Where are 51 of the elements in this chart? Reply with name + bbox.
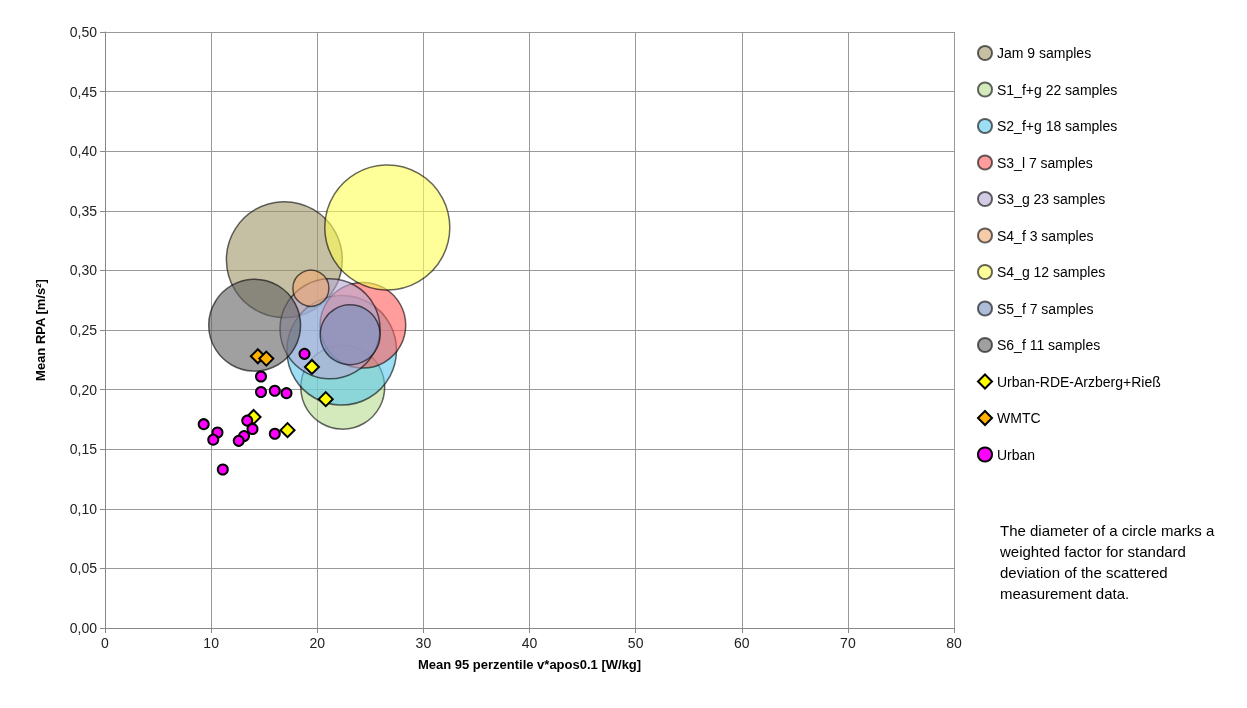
point [241, 414, 254, 427]
x-tick-label: 30 [415, 635, 432, 651]
y-tick-label: 0,35 [69, 202, 98, 219]
x-tick-label: 80 [946, 635, 962, 651]
x-tick-label: 60 [733, 635, 750, 651]
point [255, 370, 267, 383]
point [207, 433, 220, 446]
point [246, 422, 259, 435]
legend-label: S3_g 23 samples [997, 191, 1106, 207]
point [279, 422, 296, 439]
legend-label: S5_f 7 samples [997, 300, 1094, 317]
x-tick-label: 70 [840, 635, 856, 651]
point [255, 385, 267, 398]
point [280, 387, 293, 400]
x-tick-label: 20 [309, 635, 326, 651]
y-axis-title: Mean RPA [m/s²] [33, 279, 48, 381]
x-tick-label: 10 [203, 635, 220, 651]
point [298, 347, 311, 360]
x-tick-label: 50 [627, 635, 644, 651]
y-tick-label: 0,20 [69, 381, 98, 398]
y-tick-label: 0,45 [69, 83, 98, 100]
text: The diameter of a circle marks a weighted factor for standard deviation of the scattered measurement data. [999, 522, 1219, 602]
x-axis-title: Mean 95 perzentile v*apos0.1 [W/kg] [417, 657, 642, 672]
legend-label: Urban-RDE-Arzberg+Rieß [997, 373, 1161, 390]
y-tick-label: 0,30 [69, 262, 98, 279]
y-tick-label: 0,10 [69, 500, 98, 517]
point [258, 350, 275, 367]
point [268, 384, 281, 397]
legend-label: S1_f+g 22 samples [997, 81, 1118, 98]
point [268, 427, 281, 440]
y-tick-label: 0,40 [69, 143, 98, 160]
legend-label: S6_f 11 samples [997, 337, 1101, 353]
point [216, 463, 229, 476]
legend-label: S3_l 7 samples [997, 154, 1093, 171]
y-tick-label: 0,15 [69, 441, 98, 458]
x-tick-label: 40 [521, 635, 538, 651]
legend-label: S2_f+g 18 samples [997, 118, 1118, 134]
point [197, 418, 210, 431]
legend-label: S4_g 12 samples [997, 264, 1106, 280]
point [232, 434, 245, 447]
x-tick-label: 0 [101, 635, 110, 651]
y-tick-label: 0,25 [69, 322, 98, 338]
point [303, 358, 320, 375]
point [317, 391, 334, 408]
legend-label: Urban [997, 446, 1036, 463]
legend-label: Jam 9 samples [997, 45, 1092, 61]
legend-label: WMTC [997, 410, 1041, 426]
y-tick-label: 0,00 [69, 620, 98, 636]
legend-label: S4_f 3 samples [997, 227, 1094, 244]
y-tick-label: 0,05 [69, 560, 98, 577]
y-tick-label: 0,50 [69, 24, 98, 40]
